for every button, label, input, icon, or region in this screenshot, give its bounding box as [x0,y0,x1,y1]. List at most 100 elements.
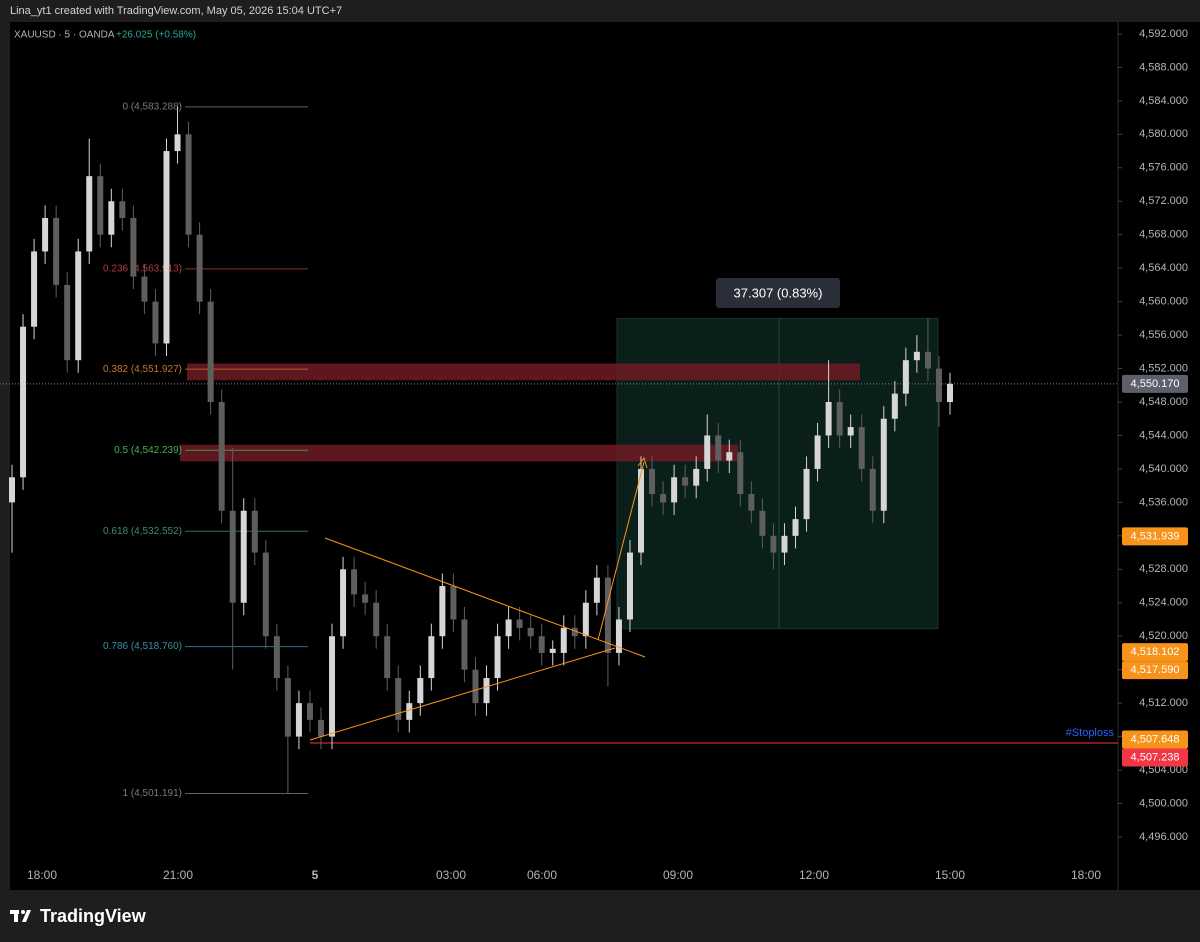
y-tick-label: 4,512.000 [1139,697,1188,709]
zone [180,444,738,462]
triangle-line [309,647,616,741]
candle-body [417,678,424,704]
x-tick-label: 06:00 [527,868,557,882]
candle-body [273,636,280,679]
candle-body [803,468,810,520]
price-label: 4,507.238 [1131,751,1180,763]
measure-label: 37.307 (0.83%) [734,285,823,300]
candle-body [119,201,126,218]
candle-body [880,418,887,511]
candle-body [163,151,170,344]
stoploss-label: #Stoploss [1066,727,1115,739]
candle-body [207,301,214,403]
candle-body [582,602,589,637]
candle-body [748,494,755,511]
candle-body [781,535,788,553]
arrow [597,461,645,641]
candle-body [218,402,225,511]
x-tick-label: 12:00 [799,868,829,882]
candle-body [9,477,15,503]
candle-body [891,393,898,419]
candle-body [130,217,137,277]
candle-body [671,477,678,503]
candle-body [262,552,269,637]
logo-part [14,910,18,922]
candle-body [869,468,876,511]
candle-body [549,648,556,653]
candle-body [571,627,578,637]
y-tick-label: 4,556.000 [1139,329,1188,341]
y-tick-label: 4,576.000 [1139,162,1188,174]
candle-body [693,468,700,486]
candle-body [483,678,490,704]
price-label-box [1122,730,1188,749]
candle-body [306,703,313,720]
candle-body [902,360,909,394]
fib-label: 1 (4,501.191) [123,788,183,799]
candle-body [53,217,60,285]
candle-body [450,586,457,620]
candle-body [20,326,27,478]
candle-body [439,586,446,637]
candle-body [362,594,369,603]
price-label-box [1122,374,1188,393]
candle-body [317,719,324,737]
candle-body [152,301,159,344]
y-tick-label: 4,528.000 [1139,563,1188,575]
candle-body [836,402,843,436]
zone [187,363,860,381]
x-tick-label: 18:00 [1071,868,1101,882]
candle-body [593,577,600,603]
y-tick-label: 4,568.000 [1139,229,1188,241]
candle-body [97,176,104,235]
candle-body [340,569,347,637]
candle-body [384,636,391,679]
candle-body [792,519,799,536]
candle-body [947,383,953,403]
candle-body [196,234,203,302]
measure-box [716,278,840,308]
y-tick-label: 4,584.000 [1139,95,1188,107]
y-tick-label: 4,560.000 [1139,296,1188,308]
candle-body [604,577,611,653]
drawings [309,456,648,741]
candle-body [229,510,236,603]
candle-body [516,619,523,628]
candle-body [935,368,942,403]
candle-body [858,427,865,469]
candle-body [185,134,192,235]
y-tick-label: 4,572.000 [1139,195,1188,207]
logo-part [22,910,31,922]
candle-body [251,510,258,553]
y-tick-label: 4,552.000 [1139,362,1188,374]
price-label: 4,507.648 [1131,733,1180,745]
overlay-layer: 4,496.0004,500.0004,504.0004,508.0004,51… [27,28,1188,882]
candle-body [494,636,501,679]
candle-body [737,452,744,495]
candle-body [406,703,413,720]
y-tick-label: 4,544.000 [1139,429,1188,441]
candle-body [847,427,854,436]
y-tick-label: 4,548.000 [1139,396,1188,408]
y-tick-label: 4,536.000 [1139,496,1188,508]
price-label: 4,518.102 [1131,646,1180,658]
candle-body [42,217,49,252]
price-label-box [1122,643,1188,662]
candle-body [461,619,468,670]
y-tick-label: 4,524.000 [1139,597,1188,609]
candle-body [704,435,711,469]
candle-body [726,452,733,461]
logo-part [21,910,25,914]
candle-body [560,627,567,653]
fib-label: 0.382 (4,551.927) [103,364,182,375]
caption: Lina_yt1 created with TradingView.com, M… [10,5,342,17]
candle-body [759,510,766,536]
candle-body [284,678,291,737]
candle-body [240,510,247,603]
fib-label: 0.236 (4,563.913) [103,264,182,275]
candle-body [373,602,380,637]
candle-body [649,468,656,495]
change: +26.025 (+0.58%) [116,30,196,41]
candle-body [770,535,777,553]
